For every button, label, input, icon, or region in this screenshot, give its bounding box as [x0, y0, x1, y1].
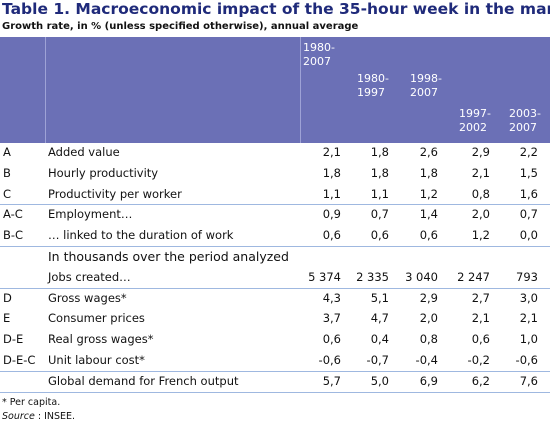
cell-value: 1,8	[419, 165, 438, 180]
cell-value: 0,8	[471, 186, 490, 201]
row-label: Real gross wages*	[48, 332, 154, 347]
cell-value: 2,9	[419, 290, 438, 305]
header-band	[0, 37, 550, 143]
source-text: : INSEE.	[34, 411, 76, 422]
column-header: 2003-2007	[509, 107, 541, 134]
row-code: B	[3, 165, 11, 180]
cell-value: 1,5	[519, 165, 538, 180]
cell-value: 2,1	[322, 145, 341, 159]
cell-value: 1,1	[370, 186, 389, 201]
cell-value: 1,6	[519, 186, 538, 201]
cell-value: 5,7	[322, 373, 341, 388]
cell-value: 1,8	[370, 165, 389, 180]
row-separator	[0, 370, 550, 372]
cell-value: 0,6	[419, 228, 438, 243]
cell-value: 2 247	[457, 269, 490, 284]
cell-value: 2,7	[471, 290, 490, 305]
row-label: Unit labour cost*	[48, 353, 145, 367]
cell-value: 7,6	[519, 373, 538, 388]
row-label: … linked to the duration of work	[48, 228, 234, 243]
column-header: 1980-1997	[357, 72, 389, 99]
cell-value: 4,7	[370, 311, 389, 326]
row-label: Employment…	[48, 207, 133, 222]
footnote: * Per capita.	[2, 397, 61, 408]
cell-value: -0,6	[318, 353, 341, 367]
cell-value: 1,2	[419, 186, 438, 201]
cell-value: 3 040	[405, 269, 438, 284]
row-separator	[0, 204, 550, 206]
column-header: 1998-2007	[410, 72, 442, 99]
table-subtitle: Growth rate, in % (unless specified othe…	[2, 21, 359, 32]
row-separator	[0, 391, 550, 393]
cell-value: 3,0	[519, 290, 538, 305]
header-divider	[45, 37, 46, 143]
cell-value: 2,1	[471, 165, 490, 180]
row-code: B-C	[3, 228, 24, 243]
cell-value: 0,6	[322, 332, 341, 347]
row-label: Productivity per worker	[48, 186, 182, 201]
column-header: 1980-2007	[303, 41, 335, 68]
cell-value: 2 335	[356, 269, 389, 284]
cell-value: -0,6	[515, 353, 538, 367]
row-separator	[0, 287, 550, 289]
row-label: Jobs created…	[48, 269, 131, 284]
cell-value: 6,9	[419, 373, 438, 388]
row-label: Gross wages*	[48, 290, 127, 305]
cell-value: 0,6	[471, 332, 490, 347]
cell-value: 0,7	[519, 207, 538, 222]
source-line: Source : INSEE.	[2, 411, 75, 422]
cell-value: 4,3	[322, 290, 341, 305]
cell-value: -0,7	[366, 353, 389, 367]
cell-value: 2,0	[471, 207, 490, 222]
table-title: Table 1. Macroeconomic impact of the 35-…	[2, 0, 550, 18]
cell-value: 5,1	[370, 290, 389, 305]
row-code: D	[3, 290, 12, 305]
cell-value: 1,1	[322, 186, 341, 201]
cell-value: 0,4	[370, 332, 389, 347]
cell-value: 0,0	[519, 228, 538, 243]
cell-value: 0,9	[322, 207, 341, 222]
row-code: A	[3, 145, 11, 159]
row-label: Consumer prices	[48, 311, 145, 326]
cell-value: 3,7	[322, 311, 341, 326]
cell-value: 1,8	[322, 165, 341, 180]
cell-value: 1,4	[419, 207, 438, 222]
source-label: Source	[2, 411, 35, 422]
cell-value: 1,8	[370, 145, 389, 159]
cell-value: 0,8	[419, 332, 438, 347]
cell-value: 0,6	[370, 228, 389, 243]
row-code: D-E-C	[3, 353, 36, 367]
row-code: E	[3, 311, 11, 326]
column-header: 1997-2002	[459, 107, 491, 134]
cell-value: 5,0	[370, 373, 389, 388]
cell-value: 2,1	[471, 311, 490, 326]
cell-value: 0,6	[322, 228, 341, 243]
row-label: Hourly productivity	[48, 165, 159, 180]
header-divider	[300, 37, 301, 143]
cell-value: 1,0	[519, 332, 538, 347]
row-label: Added value	[48, 145, 120, 159]
cell-value: 0,7	[370, 207, 389, 222]
cell-value: 2,1	[519, 311, 538, 326]
cell-value: 6,2	[471, 373, 490, 388]
cell-value: 2,9	[471, 145, 490, 159]
cell-value: 2,0	[419, 311, 438, 326]
row-code: C	[3, 186, 12, 201]
section-label: In thousands over the period analyzed	[48, 249, 289, 264]
row-code: A-C	[3, 207, 23, 222]
row-separator	[0, 246, 550, 247]
cell-value: -0,4	[415, 353, 438, 367]
cell-value: 2,6	[419, 145, 438, 159]
cell-value: 2,2	[519, 145, 538, 159]
cell-value: 5 374	[308, 269, 341, 284]
row-label: Global demand for French output	[48, 373, 239, 388]
row-code: D-E	[3, 332, 24, 347]
cell-value: 793	[516, 269, 538, 284]
cell-value: 1,2	[471, 228, 490, 243]
cell-value: -0,2	[467, 353, 490, 367]
